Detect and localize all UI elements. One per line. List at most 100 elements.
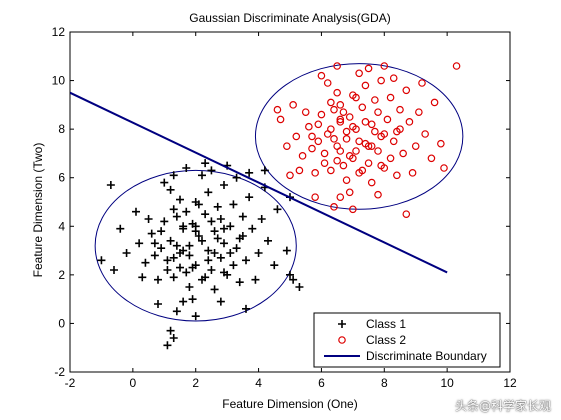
class-2-point <box>317 71 326 80</box>
class-1-point <box>154 275 162 284</box>
class-2-point <box>327 98 335 107</box>
class-1-point <box>245 168 254 177</box>
class-1-point <box>204 188 213 197</box>
class-2-point <box>389 74 398 82</box>
class-1-point <box>169 253 178 262</box>
class-2-point <box>415 108 423 116</box>
class-2-point <box>374 147 382 155</box>
class-2-point <box>320 159 329 167</box>
class-1-point <box>157 227 166 236</box>
class-1-point <box>147 229 156 238</box>
y-tick-label: 2 <box>58 268 65 282</box>
class-2-point <box>314 120 323 129</box>
class-1-point <box>198 171 206 180</box>
class-1-point <box>179 222 188 231</box>
class-2-point <box>374 190 382 199</box>
x-tick-label: -2 <box>65 376 76 390</box>
class-1-point <box>210 285 219 294</box>
class-1-point <box>226 222 235 231</box>
class-1-point <box>245 193 254 202</box>
legend-label: Class 2 <box>366 333 406 347</box>
class-2-point <box>345 113 354 121</box>
class-2-point <box>352 93 360 102</box>
plot-area: -2 0 2 4 6 8 10 12 -2 0 2 4 6 8 10 12 Class 1 Class 2 Disc… <box>52 25 517 390</box>
class-1-point <box>286 270 294 279</box>
class-1-point <box>198 236 206 245</box>
data-layer <box>70 62 464 350</box>
class-1-point <box>185 283 194 291</box>
class-1-point <box>213 202 222 211</box>
class-2-point <box>361 118 370 126</box>
class-2-point <box>396 105 404 114</box>
class-1-point <box>154 300 162 308</box>
class-2-point <box>421 130 429 138</box>
class-1-point <box>213 234 222 243</box>
class-1-point <box>201 159 210 168</box>
class-2-point <box>339 108 348 116</box>
class-2-point <box>345 152 354 160</box>
class-2-point <box>367 142 376 150</box>
class-2-point <box>361 81 370 90</box>
class-1-point <box>229 200 238 209</box>
class-2-point <box>273 105 282 114</box>
legend-label: Class 1 <box>366 317 406 331</box>
class-2-point <box>336 115 345 124</box>
y-tick-label: 12 <box>52 25 66 39</box>
class-1-point <box>207 166 216 175</box>
class-1-point <box>182 164 191 172</box>
class-1-point <box>169 171 178 180</box>
class-1-point <box>204 256 213 265</box>
class-1-point <box>150 251 159 260</box>
class-1-point <box>182 207 191 216</box>
class-1-point <box>235 278 244 287</box>
class-2-point <box>355 137 363 146</box>
class-2-point <box>308 144 316 153</box>
class-2-point <box>437 139 445 148</box>
class-1-point <box>122 249 131 257</box>
class-2-point <box>336 118 345 126</box>
x-tick-label: 12 <box>503 376 517 390</box>
class-1-point <box>169 205 178 214</box>
class-1-point <box>207 217 216 226</box>
class-2-point <box>292 132 301 141</box>
class-2-point <box>380 62 389 70</box>
y-tick-label: 8 <box>58 122 65 136</box>
class-2-point <box>311 169 319 177</box>
class-1-point <box>110 266 118 274</box>
class-1-point <box>144 215 153 223</box>
class-1-point <box>289 275 298 284</box>
class-1-contour-ellipse <box>94 169 297 322</box>
class-1-point <box>242 304 250 313</box>
legend-class-1-swatch <box>338 320 346 328</box>
class-1-point <box>220 224 228 233</box>
class-1-point <box>160 217 169 226</box>
class-1-point <box>169 273 178 282</box>
x-tick-label: 6 <box>318 376 325 390</box>
class-1-point <box>169 334 178 342</box>
class-1-point <box>191 227 200 236</box>
class-2-point <box>418 79 426 87</box>
class-2-point <box>367 120 376 129</box>
class-2-point <box>386 154 395 163</box>
class-2-point <box>411 142 420 150</box>
class-1-point <box>172 212 181 221</box>
class-1-point <box>185 241 194 250</box>
class-2-point <box>339 161 348 170</box>
class-1-point <box>207 266 216 274</box>
class-2-point <box>352 147 360 155</box>
class-2-point <box>333 88 341 97</box>
class-1-point <box>188 263 197 272</box>
class-1-point <box>232 244 241 253</box>
class-1-point <box>132 207 140 216</box>
class-1-point <box>141 258 150 267</box>
class-1-point <box>242 256 250 265</box>
class-1-point <box>254 249 263 257</box>
class-2-point <box>377 161 385 170</box>
class-1-point <box>106 181 115 189</box>
class-2-point <box>367 178 376 187</box>
x-tick-label: 2 <box>192 376 199 390</box>
class-1-point <box>295 283 304 291</box>
class-1-point <box>194 200 203 209</box>
class-2-point <box>308 132 316 141</box>
